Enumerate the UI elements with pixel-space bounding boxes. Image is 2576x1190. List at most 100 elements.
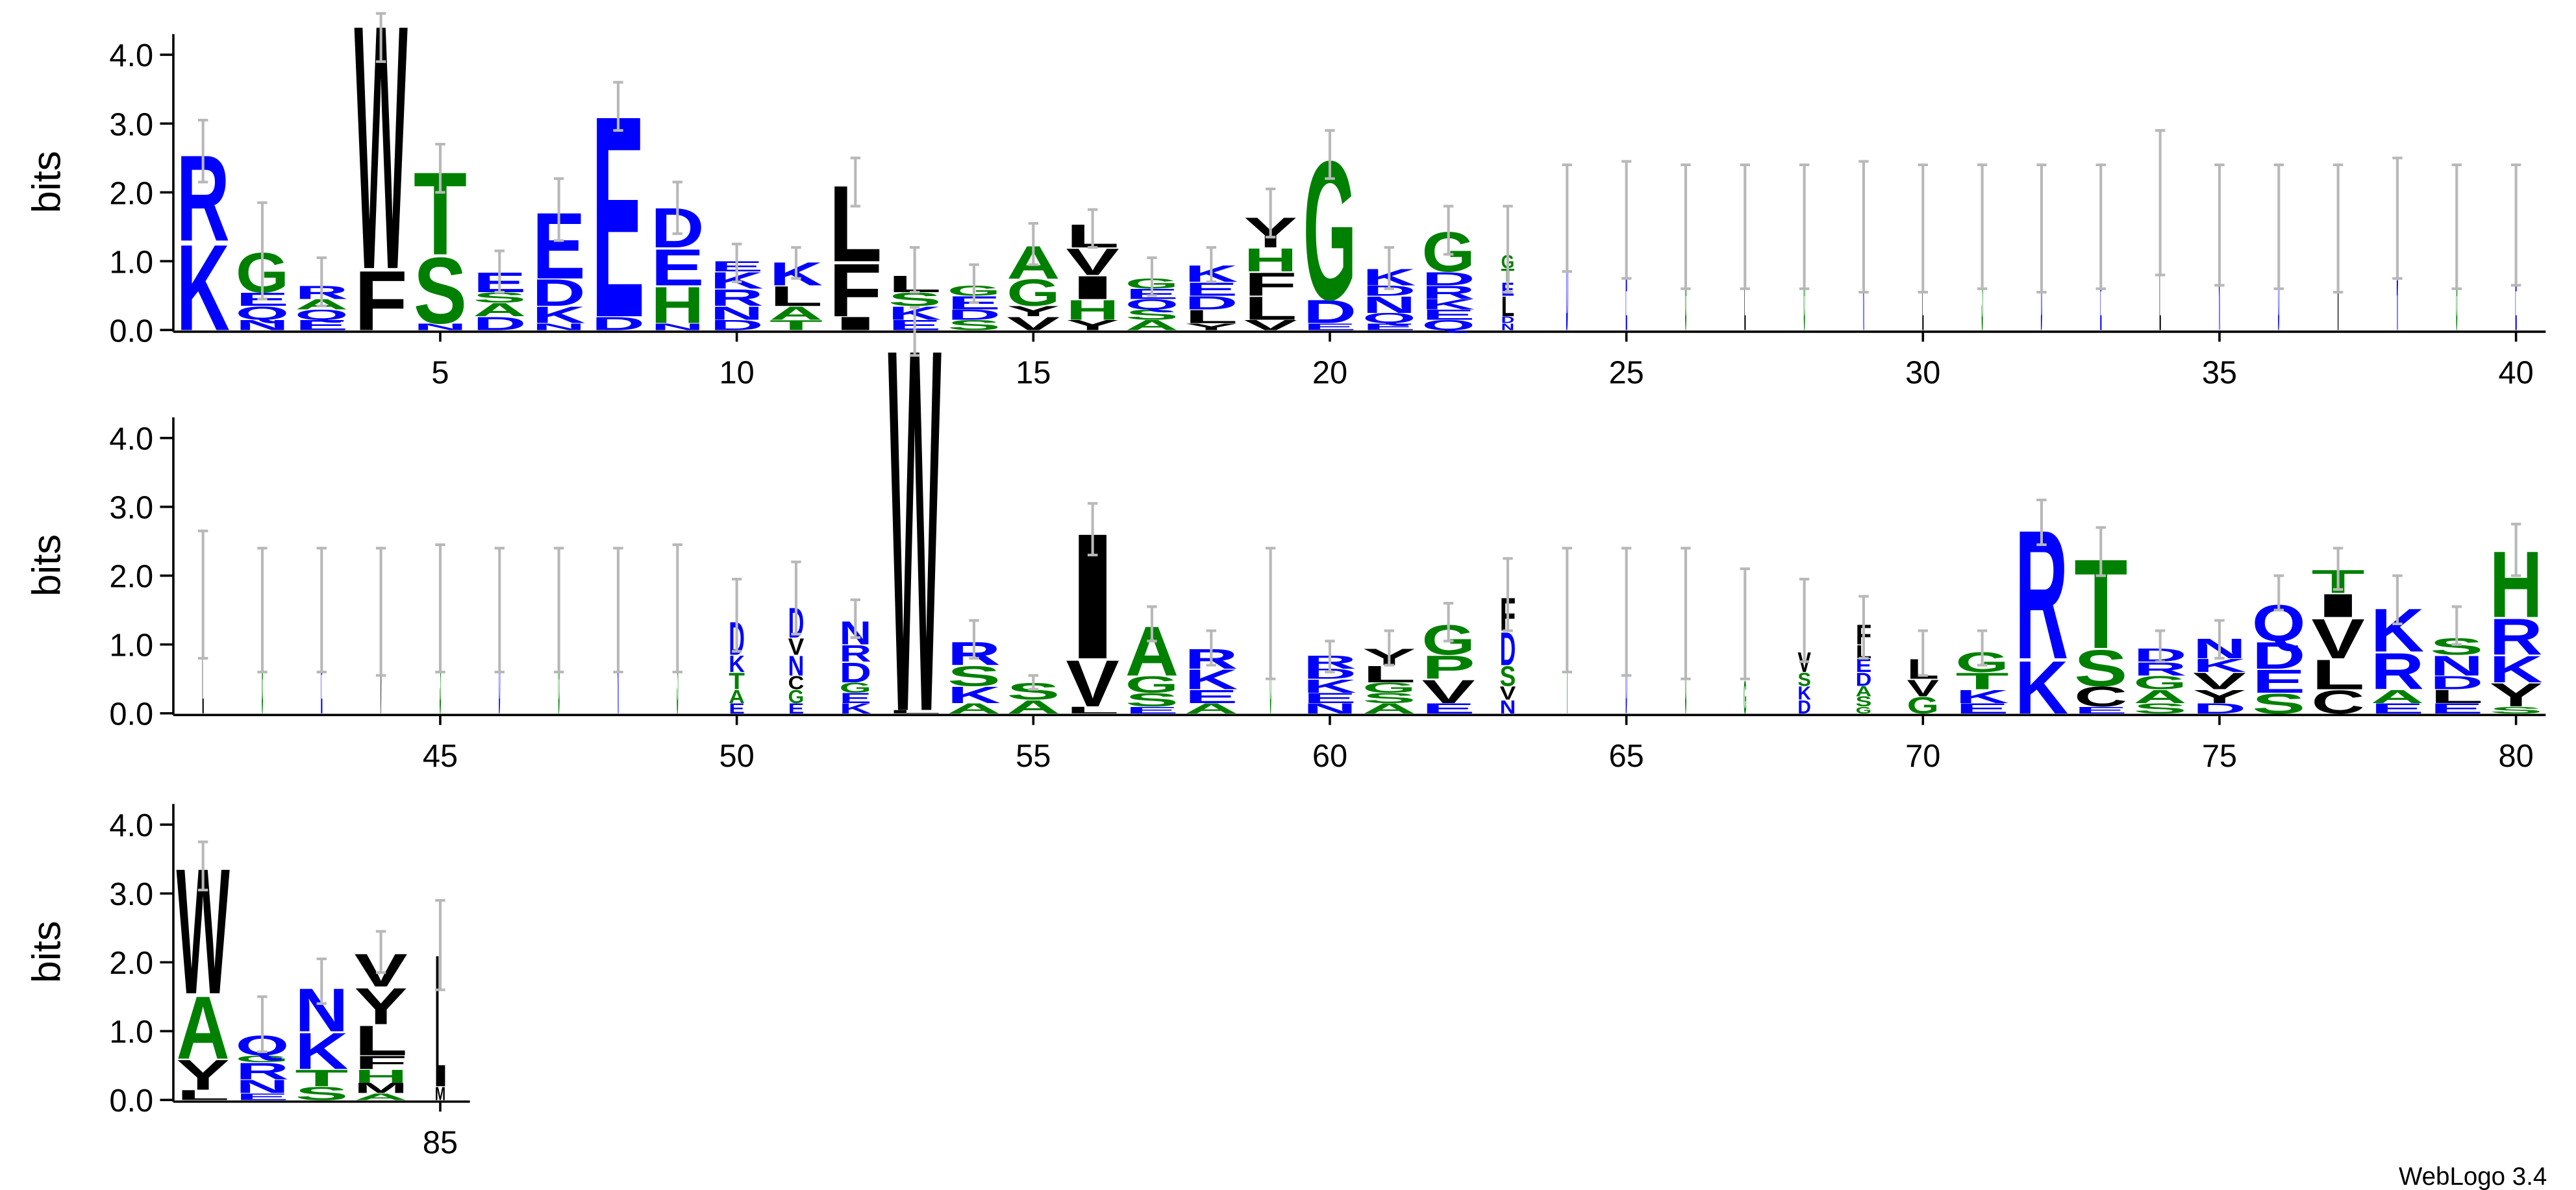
letter: E <box>2430 700 2483 716</box>
error-bar <box>316 547 327 674</box>
letter: K <box>532 302 586 328</box>
error-bar <box>494 547 505 674</box>
letter: S <box>2490 705 2543 715</box>
error-bar <box>1206 246 1216 284</box>
x-tick-label: 15 <box>1016 355 1051 390</box>
letter: Y <box>177 1052 230 1099</box>
letter: E <box>2074 705 2127 715</box>
y-tick-label: 3.0 <box>109 107 153 142</box>
error-bar <box>1918 163 1928 294</box>
letter: I <box>1066 269 1119 306</box>
letter: E <box>2371 700 2424 716</box>
letter: V <box>2193 668 2246 695</box>
error-bar <box>909 246 920 294</box>
letter: L <box>2312 651 2365 699</box>
letter: S <box>2252 688 2305 719</box>
letter: D <box>1797 697 1811 718</box>
x-tick-label: 25 <box>1608 355 1644 390</box>
letter: K <box>947 682 1001 708</box>
letter: M <box>355 1080 408 1096</box>
error-bar <box>1325 639 1335 674</box>
error-bar <box>257 995 268 1054</box>
letter: D <box>2193 700 2246 716</box>
letter: Y <box>1184 321 1238 332</box>
y-tick-label: 1.0 <box>109 628 153 663</box>
error-bar <box>613 81 623 132</box>
error-bar <box>316 256 327 308</box>
error-bar <box>1858 160 1869 294</box>
error-bar <box>969 619 979 660</box>
letter: D <box>2430 673 2483 693</box>
error-bar <box>1028 674 1038 691</box>
letter: R <box>840 640 871 667</box>
letter: E <box>1125 705 1179 715</box>
error-bar <box>1265 187 1276 239</box>
error-bar <box>1977 629 1988 667</box>
letter: Q <box>295 307 348 323</box>
letter: C <box>788 673 805 693</box>
letter: A <box>355 1091 408 1102</box>
error-bar <box>1621 547 1632 677</box>
letter: T <box>1956 668 2009 695</box>
stack: EATKD <box>729 613 745 717</box>
letter: E <box>1422 307 1475 323</box>
x-tick-label: 20 <box>1312 355 1347 390</box>
error-bar <box>613 547 623 674</box>
letter: A <box>729 686 745 707</box>
letter: V <box>788 634 805 660</box>
letter: G <box>2134 673 2187 693</box>
error-bar <box>969 263 979 304</box>
letter: H <box>1066 294 1119 326</box>
letter: G <box>236 1054 289 1064</box>
x-tick-label: 60 <box>1312 739 1347 774</box>
error-bar <box>2036 163 2047 294</box>
letter: K <box>1422 297 1475 312</box>
y-tick-label: 3.0 <box>109 877 153 912</box>
letter: G <box>1907 692 1939 719</box>
error-bar <box>1384 629 1394 667</box>
letter: Y <box>2490 677 2543 714</box>
error-bar <box>850 156 860 208</box>
stack: ML <box>435 915 445 1126</box>
letter: A <box>473 299 526 320</box>
letter: E <box>1184 686 1238 707</box>
error-bar <box>257 547 268 674</box>
letter: N <box>788 651 805 682</box>
letter: D <box>1184 293 1238 314</box>
letter: L <box>888 709 942 714</box>
error-bar <box>1562 163 1572 273</box>
letter: N <box>1303 700 1357 716</box>
letter: L <box>355 1017 408 1065</box>
stack: IFL <box>829 163 882 334</box>
letter: G <box>1362 680 1416 695</box>
y-tick-label: 4.0 <box>109 38 153 73</box>
letter: D <box>2252 634 2305 676</box>
letter: E <box>2252 663 2305 700</box>
letter: E <box>651 239 704 297</box>
error-bar <box>1918 629 1928 677</box>
letter: D <box>1303 293 1357 330</box>
error-bar <box>791 560 801 636</box>
letter: N <box>1500 697 1516 717</box>
error-bar <box>1621 160 1632 280</box>
letter: G <box>788 686 805 707</box>
letter: A <box>2371 686 2424 707</box>
stack: GVL <box>1907 654 1939 719</box>
error-bar <box>909 306 920 357</box>
error-bar <box>2095 526 2106 577</box>
error-bar <box>1740 163 1750 290</box>
letter: S <box>1125 307 1179 323</box>
letter: C <box>2312 684 2365 721</box>
y-tick-label: 4.0 <box>109 422 153 457</box>
letter: D <box>1856 669 1872 689</box>
letter: A <box>1856 684 1872 700</box>
error-bar <box>2332 163 2344 294</box>
letter: L <box>177 1087 230 1103</box>
